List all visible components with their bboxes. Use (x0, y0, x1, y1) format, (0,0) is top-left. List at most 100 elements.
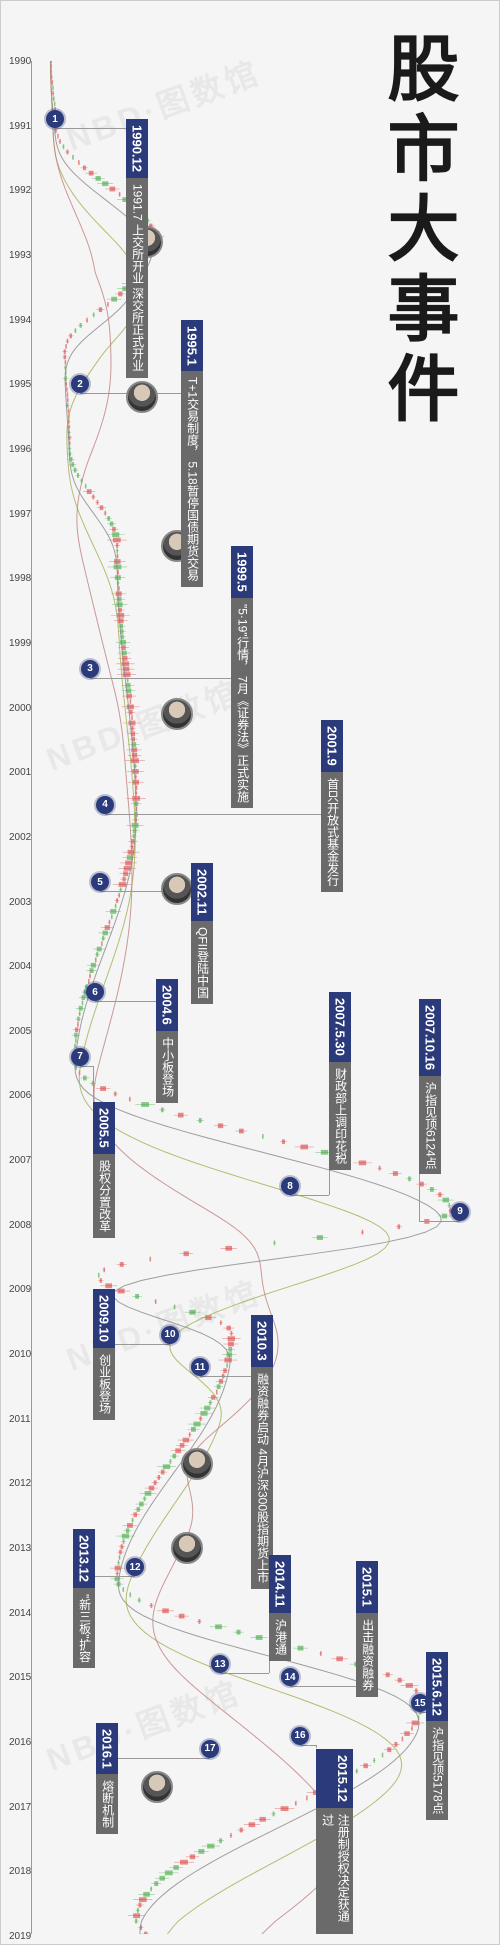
event-label: 2007.5.30财政部上调印花税 (329, 992, 351, 1170)
event-description: 熔断机制 (96, 1774, 118, 1834)
connector (105, 814, 321, 815)
axis-year: 2010 (9, 1349, 29, 1360)
axis-year: 2014 (9, 1608, 29, 1619)
axis-year: 1998 (9, 573, 29, 584)
event-date: 2005.5 (93, 1102, 115, 1154)
event-label: 2005.5股权分置改革 (93, 1102, 115, 1238)
event-label: 2015.1出击融资融券 (356, 1561, 378, 1697)
event-description: 出击融资融券 (356, 1613, 378, 1697)
event-label: 2004.6中小板登场 (156, 979, 178, 1103)
event-date: 2010.3 (251, 1315, 273, 1367)
axis-year: 2019 (9, 1931, 29, 1942)
event-date: 2001.9 (321, 720, 343, 772)
event-label: 2015.12注册制授权决定获通过 (316, 1749, 353, 1935)
axis-year: 2018 (9, 1866, 29, 1877)
portrait-avatar (181, 1448, 213, 1480)
main-title: 股市大事件 (364, 31, 469, 431)
event-description: 沪港通 (269, 1613, 291, 1661)
event-date: 2014.11 (269, 1555, 291, 1613)
axis-year: 1990 (9, 56, 29, 67)
portrait-avatar (126, 381, 158, 413)
axis-year: 1995 (9, 379, 29, 390)
timeline-marker: 8 (281, 1177, 299, 1195)
event-description: "5·19"行情， 7月《证券法》正式实施 (231, 598, 253, 809)
axis-year: 2003 (9, 897, 29, 908)
event-date: 2007.5.30 (329, 992, 351, 1062)
connector (200, 1376, 251, 1377)
axis-year: 1992 (9, 185, 29, 196)
event-label: 2013.12"新三板"扩容 (73, 1529, 95, 1669)
connector (93, 1066, 94, 1102)
axis-year: 2017 (9, 1802, 29, 1813)
event-date: 2013.12 (73, 1529, 95, 1588)
event-date: 1999.5 (231, 546, 253, 598)
connector (290, 1686, 356, 1687)
event-label: 1990.121991.7 上交所开业 深交所正式开业 (126, 119, 148, 377)
axis-year: 2016 (9, 1737, 29, 1748)
portrait-avatar (161, 873, 193, 905)
axis-year: 1996 (9, 444, 29, 455)
axis-year: 1999 (9, 638, 29, 649)
event-date: 1995.1 (181, 320, 203, 372)
event-date: 2015.12 (316, 1749, 353, 1808)
axis-year: 1994 (9, 315, 29, 326)
connector (80, 1066, 93, 1067)
axis-year: 2009 (9, 1284, 29, 1295)
axis-year: 2015 (9, 1672, 29, 1683)
connector (95, 1001, 156, 1002)
event-date: 2016.1 (96, 1723, 118, 1775)
event-label: 2010.3融资融券启动 4月沪深300股指期货上市 (251, 1315, 273, 1589)
event-date: 1990.12 (126, 119, 148, 178)
event-description: "新三板"扩容 (73, 1588, 95, 1669)
event-description: QFII登陆中国 (191, 921, 213, 1004)
event-date: 2009.10 (93, 1289, 115, 1348)
axis-year: 1997 (9, 509, 29, 520)
event-description: 财政部上调印花税 (329, 1062, 351, 1170)
axis-year: 2012 (9, 1478, 29, 1489)
event-date: 2007.10.16 (419, 999, 441, 1076)
timeline-marker: 4 (96, 796, 114, 814)
event-description: 创业板登场 (93, 1348, 115, 1420)
timeline-marker: 10 (161, 1326, 179, 1344)
event-description: 注册制授权决定获通过 (316, 1808, 353, 1935)
timeline-marker: 6 (86, 983, 104, 1001)
event-description: 中小板登场 (156, 1031, 178, 1103)
event-label: 2016.1熔断机制 (96, 1723, 118, 1835)
event-label: 2002.11QFII登陆中国 (191, 863, 213, 1005)
connector (55, 128, 126, 129)
axis-year: 2008 (9, 1220, 29, 1231)
event-date: 2015.1 (356, 1561, 378, 1613)
event-label: 1995.1T+1交易制度， 5.18暂停国债期货交易 (181, 320, 203, 587)
connector (419, 1221, 460, 1222)
year-axis: 1990199119921993199419951996199719981999… (9, 61, 39, 1934)
event-label: 2001.9首只开放式基金发行 (321, 720, 343, 892)
connector (300, 1745, 316, 1746)
event-date: 2004.6 (156, 979, 178, 1031)
connector (90, 678, 231, 679)
event-label: 2014.11沪港通 (269, 1555, 291, 1661)
event-label: 2007.10.16沪指见顶6124点 (419, 999, 441, 1175)
connector (220, 1673, 269, 1674)
event-date: 2015.6.12 (426, 1652, 448, 1722)
event-description: 首只开放式基金发行 (321, 772, 343, 892)
event-label: 2009.10创业板登场 (93, 1289, 115, 1420)
axis-year: 2002 (9, 832, 29, 843)
timeline-marker: 16 (291, 1727, 309, 1745)
event-description: 股权分置改革 (93, 1154, 115, 1238)
axis-year: 2011 (9, 1414, 29, 1425)
axis-year: 2001 (9, 767, 29, 778)
axis-year: 2013 (9, 1543, 29, 1554)
timeline-marker: 11 (191, 1358, 209, 1376)
infographic-container: NBD·图数馆 NBD·图数馆 NBD·图数馆 NBD·图数馆 股市大事件 19… (0, 0, 500, 1945)
axis-year: 2004 (9, 961, 29, 972)
event-description: 1991.7 上交所开业 深交所正式开业 (126, 178, 148, 377)
timeline-marker: 17 (201, 1740, 219, 1758)
event-label: 2015.6.12沪指见顶5178点 (426, 1652, 448, 1821)
axis-line (31, 61, 32, 1934)
portrait-avatar (161, 698, 193, 730)
event-label: 1999.5"5·19"行情， 7月《证券法》正式实施 (231, 546, 253, 808)
axis-year: 2006 (9, 1090, 29, 1101)
timeline-marker: 3 (81, 660, 99, 678)
timeline-marker: 5 (91, 873, 109, 891)
timeline-marker: 7 (71, 1048, 89, 1066)
